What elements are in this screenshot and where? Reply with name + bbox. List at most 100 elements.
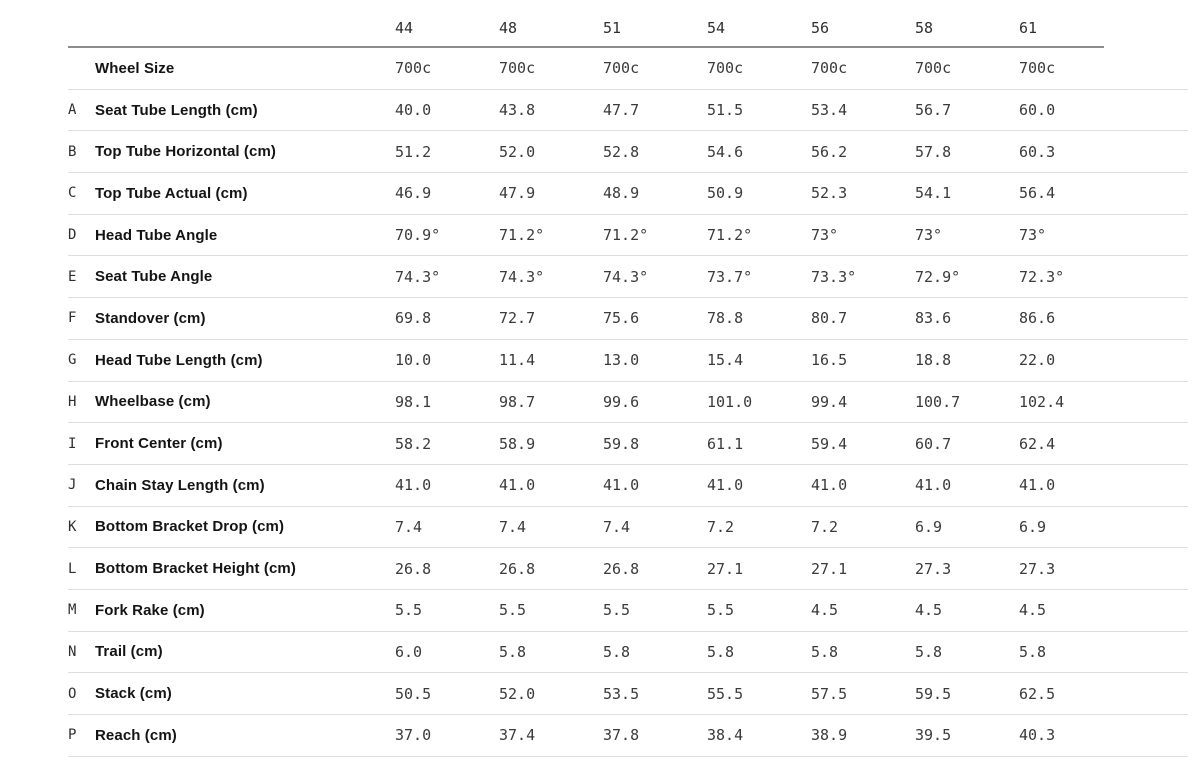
- spec-value-cell: 53.4: [811, 89, 915, 132]
- spec-value-cell: 60.0: [1019, 89, 1104, 132]
- spec-value-cell: 52.0: [499, 672, 603, 715]
- spec-row: F Standover (cm) 69.8 72.7 75.6 78.8 80.7 83.…: [68, 297, 1188, 340]
- row-label: Seat Tube Angle: [95, 255, 395, 299]
- spec-value-cell: 58.2: [395, 422, 499, 465]
- spec-value-cell: 47.7: [603, 89, 707, 132]
- spec-value-cell: 98.7: [499, 381, 603, 424]
- spec-value-cell: 41.0: [707, 464, 811, 507]
- spec-row: K Bottom Bracket Drop (cm) 7.4 7.4 7.4 7.2 7…: [68, 506, 1188, 549]
- row-dimension-letter: D: [68, 214, 95, 257]
- spec-value-cell: 13.0: [603, 339, 707, 382]
- spec-value-cell: 7.2: [707, 506, 811, 549]
- spec-row: E Seat Tube Angle 74.3° 74.3° 74.3° 73.7° 73…: [68, 255, 1188, 299]
- row-label: Reach (cm): [95, 714, 395, 757]
- spec-value-cell: 5.8: [811, 631, 915, 674]
- spec-value-cell: 73°: [915, 214, 1019, 257]
- row-filler: [1103, 714, 1188, 757]
- spec-value-cell: 41.0: [603, 464, 707, 507]
- spec-row: D Head Tube Angle 70.9° 71.2° 71.2° 71.2° 73…: [68, 214, 1188, 257]
- spec-value-cell: 50.9: [707, 172, 811, 215]
- spec-value-cell: 7.4: [603, 506, 707, 549]
- spec-value-cell: 700c: [915, 47, 1019, 90]
- spec-value-cell: 5.5: [395, 589, 499, 632]
- spec-row: B Top Tube Horizontal (cm) 51.2 52.0 52.8 5…: [68, 130, 1188, 174]
- row-label: Top Tube Actual (cm): [95, 172, 395, 215]
- spec-value-cell: 40.3: [1019, 714, 1104, 757]
- row-dimension-letter: C: [68, 172, 95, 215]
- spec-value-cell: 100.7: [915, 381, 1019, 424]
- spec-value-cell: 52.0: [499, 130, 603, 174]
- row-filler: [1103, 422, 1188, 465]
- spec-value-cell: 40.0: [395, 89, 499, 132]
- row-dimension-letter: I: [68, 422, 95, 465]
- spec-value-cell: 6.0: [395, 631, 499, 674]
- spec-value-cell: 7.4: [499, 506, 603, 549]
- row-dimension-letter: G: [68, 339, 95, 382]
- row-filler: [1103, 672, 1188, 715]
- spec-row: N Trail (cm) 6.0 5.8 5.8 5.8 5.8 5.8 5.8: [68, 631, 1188, 674]
- spec-value-cell: 16.5: [811, 339, 915, 382]
- row-dimension-letter: B: [68, 130, 95, 174]
- spec-value-cell: 37.4: [499, 714, 603, 757]
- row-filler: [1103, 381, 1188, 424]
- spec-value-cell: 56.4: [1019, 172, 1104, 215]
- spec-row: G Head Tube Length (cm) 10.0 11.4 13.0 15.4…: [68, 339, 1188, 382]
- spec-value-cell: 101.0: [707, 381, 811, 424]
- spec-row: H Wheelbase (cm) 98.1 98.7 99.6 101.0 99.4 10…: [68, 381, 1188, 424]
- row-filler: [1103, 506, 1188, 549]
- spec-value-cell: 700c: [499, 47, 603, 90]
- row-dimension-letter: [68, 47, 95, 90]
- spec-row: C Top Tube Actual (cm) 46.9 47.9 48.9 50.9 5…: [68, 172, 1188, 215]
- spec-value-cell: 5.5: [603, 589, 707, 632]
- size-column-header: 48: [499, 4, 603, 48]
- spec-value-cell: 7.4: [395, 506, 499, 549]
- spec-value-cell: 41.0: [1019, 464, 1104, 507]
- spec-value-cell: 80.7: [811, 297, 915, 340]
- spec-value-cell: 38.9: [811, 714, 915, 757]
- row-filler: [1103, 589, 1188, 632]
- spec-value-cell: 83.6: [915, 297, 1019, 340]
- row-dimension-letter: H: [68, 381, 95, 424]
- spec-value-cell: 55.5: [707, 672, 811, 715]
- spec-value-cell: 73.7°: [707, 255, 811, 299]
- row-label: Head Tube Angle: [95, 214, 395, 257]
- row-label: Bottom Bracket Drop (cm): [95, 506, 395, 549]
- spec-value-cell: 72.9°: [915, 255, 1019, 299]
- row-filler: [1103, 47, 1188, 90]
- size-column-header: 61: [1019, 4, 1104, 48]
- spec-value-cell: 4.5: [811, 589, 915, 632]
- row-filler: [1103, 130, 1188, 174]
- spec-value-cell: 22.0: [1019, 339, 1104, 382]
- spec-value-cell: 5.8: [603, 631, 707, 674]
- spec-row: Wheel Size 700c 700c 700c 700c 700c 700c 700c: [68, 47, 1188, 90]
- spec-value-cell: 59.5: [915, 672, 1019, 715]
- spec-value-cell: 37.8: [603, 714, 707, 757]
- spec-value-cell: 10.0: [395, 339, 499, 382]
- spec-value-cell: 73°: [811, 214, 915, 257]
- spec-row: I Front Center (cm) 58.2 58.9 59.8 61.1 59.4…: [68, 422, 1188, 465]
- spec-value-cell: 37.0: [395, 714, 499, 757]
- spec-value-cell: 54.6: [707, 130, 811, 174]
- size-column-header: 54: [707, 4, 811, 48]
- spec-value-cell: 4.5: [1019, 589, 1104, 632]
- spec-value-cell: 700c: [1019, 47, 1104, 90]
- spec-value-cell: 27.1: [707, 547, 811, 590]
- spec-value-cell: 51.5: [707, 89, 811, 132]
- spec-value-cell: 5.5: [499, 589, 603, 632]
- spec-value-cell: 54.1: [915, 172, 1019, 215]
- size-column-header: 44: [395, 4, 499, 48]
- spec-value-cell: 53.5: [603, 672, 707, 715]
- spec-value-cell: 73.3°: [811, 255, 915, 299]
- spec-value-cell: 59.8: [603, 422, 707, 465]
- size-column-header: 58: [915, 4, 1019, 48]
- spec-value-cell: 52.3: [811, 172, 915, 215]
- row-dimension-letter: K: [68, 506, 95, 549]
- spec-value-cell: 700c: [707, 47, 811, 90]
- row-dimension-letter: E: [68, 255, 95, 299]
- spec-value-cell: 71.2°: [499, 214, 603, 257]
- spec-value-cell: 71.2°: [707, 214, 811, 257]
- row-label: Front Center (cm): [95, 422, 395, 465]
- spec-value-cell: 700c: [603, 47, 707, 90]
- spec-value-cell: 18.8: [915, 339, 1019, 382]
- spec-value-cell: 26.8: [603, 547, 707, 590]
